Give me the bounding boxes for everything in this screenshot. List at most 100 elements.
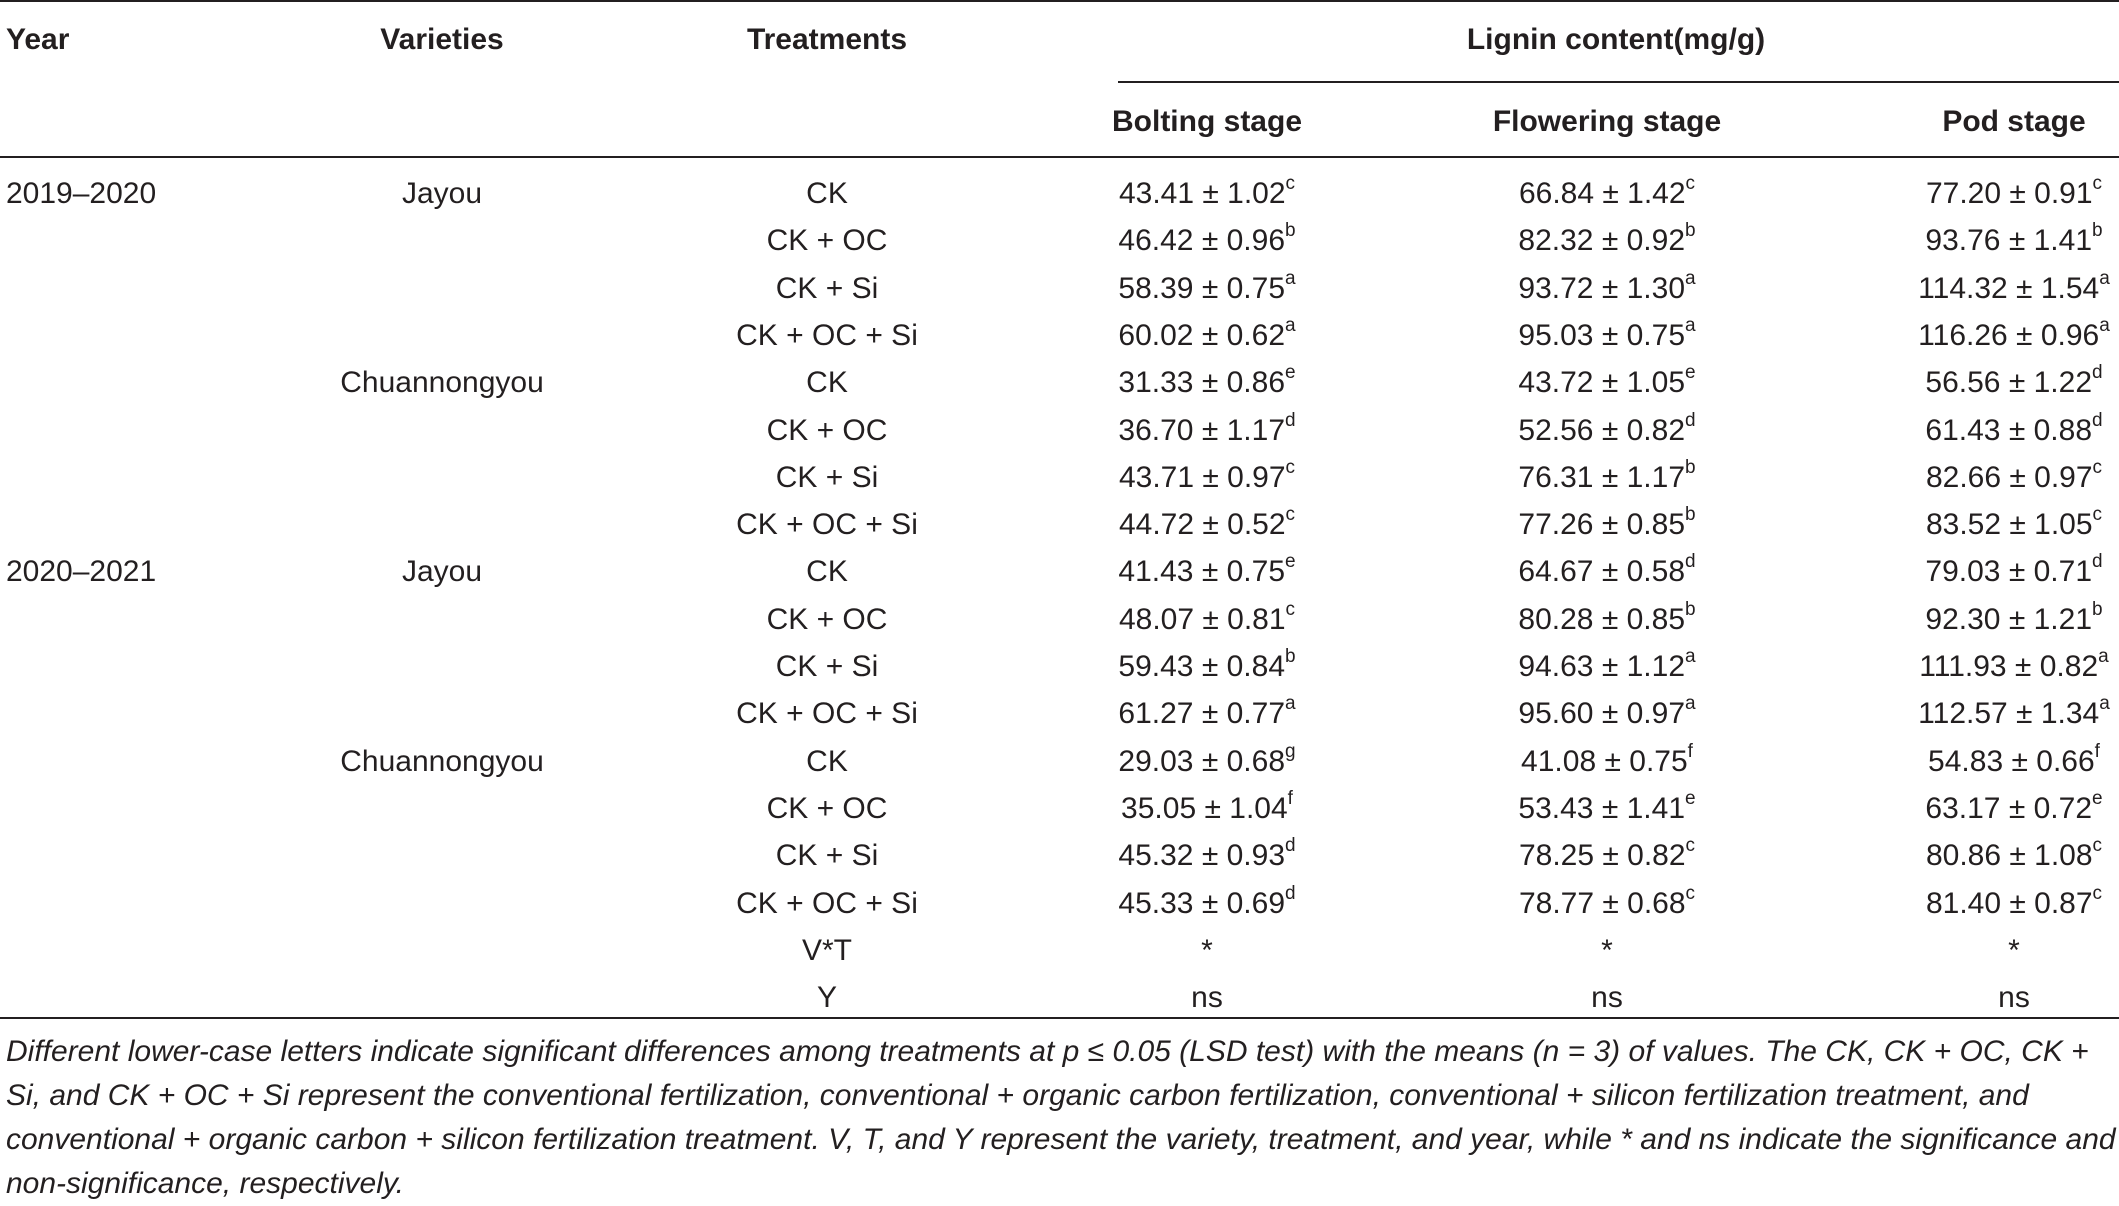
cell-treatment: Y — [817, 980, 837, 1016]
cell-flowering: 41.08 ± 0.75f — [1521, 740, 1693, 780]
significance-letter: c — [1285, 456, 1296, 478]
cell-pod: 83.52 ± 1.05c — [1925, 504, 2103, 543]
significance-letter: c — [2092, 504, 2103, 526]
cell-year: 2020–2021 — [6, 554, 156, 590]
cell-pod: 93.76 ± 1.41b — [1925, 221, 2102, 259]
cell-treatment-value: CK + OC — [766, 602, 888, 636]
cell-bolting-value: 48.07 ± 0.81 — [1118, 602, 1286, 636]
cell-treatment-value: CK — [806, 177, 848, 210]
cell-bolting: 48.07 ± 0.81c — [1118, 598, 1296, 638]
significance-letter: e — [1285, 362, 1296, 384]
cell-treatment-value: CK + Si — [775, 650, 879, 683]
cell-bolting-value: 61.27 ± 0.77 — [1118, 697, 1286, 731]
cell-flowering-value: 95.60 ± 0.97 — [1518, 697, 1686, 731]
cell-bolting-value: 44.72 ± 0.52 — [1118, 508, 1286, 542]
cell-treatment-value: CK + OC + Si — [736, 318, 918, 352]
cell-treatment-value: CK + OC + Si — [736, 886, 918, 920]
header-bolting-stage: Bolting stage — [1111, 105, 1303, 138]
cell-bolting: 41.43 ± 0.75e — [1118, 551, 1296, 590]
cell-flowering: 78.77 ± 0.68c — [1519, 882, 1696, 922]
cell-pod: 80.86 ± 1.08c — [1926, 836, 2102, 874]
cell-pod: 116.26 ± 0.96a — [1918, 316, 2110, 354]
significance-letter: b — [1685, 220, 1696, 242]
cell-pod: 79.03 ± 0.71d — [1925, 552, 2102, 590]
significance-letter: a — [1685, 314, 1696, 336]
cell-flowering-value: 64.67 ± 0.58 — [1518, 555, 1686, 589]
significance-letter: c — [1285, 173, 1296, 194]
cell-flowering-value: * — [1601, 933, 1613, 967]
significance-letter: a — [1285, 267, 1296, 289]
cell-pod: 112.57 ± 1.34a — [1918, 694, 2110, 732]
cell-flowering-value: 94.63 ± 1.12 — [1518, 650, 1686, 683]
header-varieties: Varieties — [380, 23, 504, 56]
significance-letter: c — [1285, 598, 1296, 620]
cell-treatment: CK + Si — [776, 460, 879, 496]
cell-treatment: CK + OC + Si — [736, 507, 918, 543]
significance-letter: d — [1285, 409, 1296, 431]
significance-letter: e — [1285, 551, 1296, 573]
cell-pod-value: 83.52 ± 1.05 — [1925, 508, 2093, 542]
significance-letter: f — [1687, 740, 1693, 762]
significance-letter: b — [1685, 504, 1696, 526]
cell-flowering-value: 43.72 ± 1.05 — [1518, 366, 1686, 400]
cell-flowering: 80.28 ± 0.85b — [1518, 600, 1695, 638]
cell-bolting: 45.33 ± 0.69d — [1118, 884, 1295, 922]
cell-pod-value: 111.93 ± 0.82 — [1919, 650, 2099, 683]
cell-treatment: CK + OC — [767, 223, 888, 259]
cell-treatment: CK + Si — [776, 649, 879, 685]
significance-letter: b — [2092, 598, 2103, 620]
cell-bolting: 58.39 ± 0.75a — [1118, 267, 1296, 307]
cell-treatment: CK — [806, 744, 848, 780]
cell-bolting: 45.32 ± 0.93d — [1118, 836, 1295, 874]
cell-pod-value: 81.40 ± 0.87 — [1925, 886, 2093, 920]
table-footnote: Different lower-case letters indicate si… — [6, 1035, 2116, 1200]
cell-pod-value: 116.26 ± 0.96 — [1918, 318, 2100, 352]
header-flowering-stage: Flowering stage — [1492, 105, 1722, 138]
cell-bolting-value: 41.43 ± 0.75 — [1118, 555, 1286, 589]
cell-flowering-value: 66.84 ± 1.42 — [1518, 177, 1686, 210]
table-bottom-rule — [0, 1017, 2119, 1019]
cell-bolting-value: 43.41 ± 1.02 — [1118, 177, 1286, 210]
cell-variety: Chuannongyou — [340, 744, 544, 780]
cell-flowering: 78.25 ± 0.82c — [1518, 836, 1695, 874]
cell-treatment-value: CK + Si — [775, 460, 879, 494]
cell-treatment: CK + OC + Si — [736, 318, 918, 354]
cell-bolting-value: 46.42 ± 0.96 — [1118, 224, 1286, 258]
significance-letter: c — [2092, 456, 2103, 478]
cell-bolting-value: 43.71 ± 0.97 — [1118, 460, 1286, 494]
cell-flowering: 76.31 ± 1.17b — [1518, 458, 1695, 496]
cell-pod: 77.20 ± 0.91c — [1926, 173, 2103, 212]
significance-letter: c — [2092, 173, 2103, 194]
cell-treatment: V*T — [802, 933, 852, 969]
significance-letter: a — [2099, 267, 2110, 289]
cell-treatment-value: CK + OC — [766, 224, 888, 258]
significance-letter: d — [1685, 551, 1696, 573]
cell-bolting: 60.02 ± 0.62a — [1118, 316, 1295, 354]
cell-treatment-value: CK + OC — [766, 413, 888, 447]
significance-letter: a — [1285, 693, 1296, 715]
significance-letter: e — [1685, 787, 1696, 809]
cell-treatment-value: CK + OC + Si — [736, 697, 918, 731]
cell-bolting-value: 58.39 ± 0.75 — [1118, 271, 1286, 305]
cell-flowering: 94.63 ± 1.12a — [1518, 647, 1695, 685]
cell-bolting-value: 36.70 ± 1.17 — [1118, 413, 1286, 447]
cell-flowering-value: ns — [1591, 981, 1623, 1015]
cell-pod: 56.56 ± 1.22d — [1925, 363, 2102, 401]
cell-pod-value: 82.66 ± 0.97 — [1925, 460, 2093, 494]
significance-letter: c — [1685, 882, 1696, 904]
header-year: Year — [6, 23, 70, 56]
cell-pod: 111.93 ± 0.82a — [1919, 647, 2108, 685]
cell-treatment-value: CK — [806, 366, 848, 400]
cell-bolting-value: 45.33 ± 0.69 — [1118, 886, 1286, 920]
cell-flowering-value: 77.26 ± 0.85 — [1518, 508, 1686, 542]
cell-flowering: 53.43 ± 1.41e — [1518, 787, 1696, 827]
cell-variety-value: Chuannongyou — [340, 744, 544, 778]
cell-treatment-value: V*T — [801, 933, 853, 967]
cell-pod-value: 114.32 ± 1.54 — [1918, 271, 2100, 305]
cell-flowering-value: 82.32 ± 0.92 — [1518, 224, 1686, 258]
cell-bolting: 36.70 ± 1.17d — [1118, 409, 1296, 449]
cell-variety-value: Jayou — [401, 555, 483, 589]
cell-flowering-value: 52.56 ± 0.82 — [1518, 413, 1686, 447]
cell-bolting: 35.05 ± 1.04f — [1121, 789, 1293, 827]
cell-flowering-value: 78.25 ± 0.82 — [1518, 839, 1686, 873]
